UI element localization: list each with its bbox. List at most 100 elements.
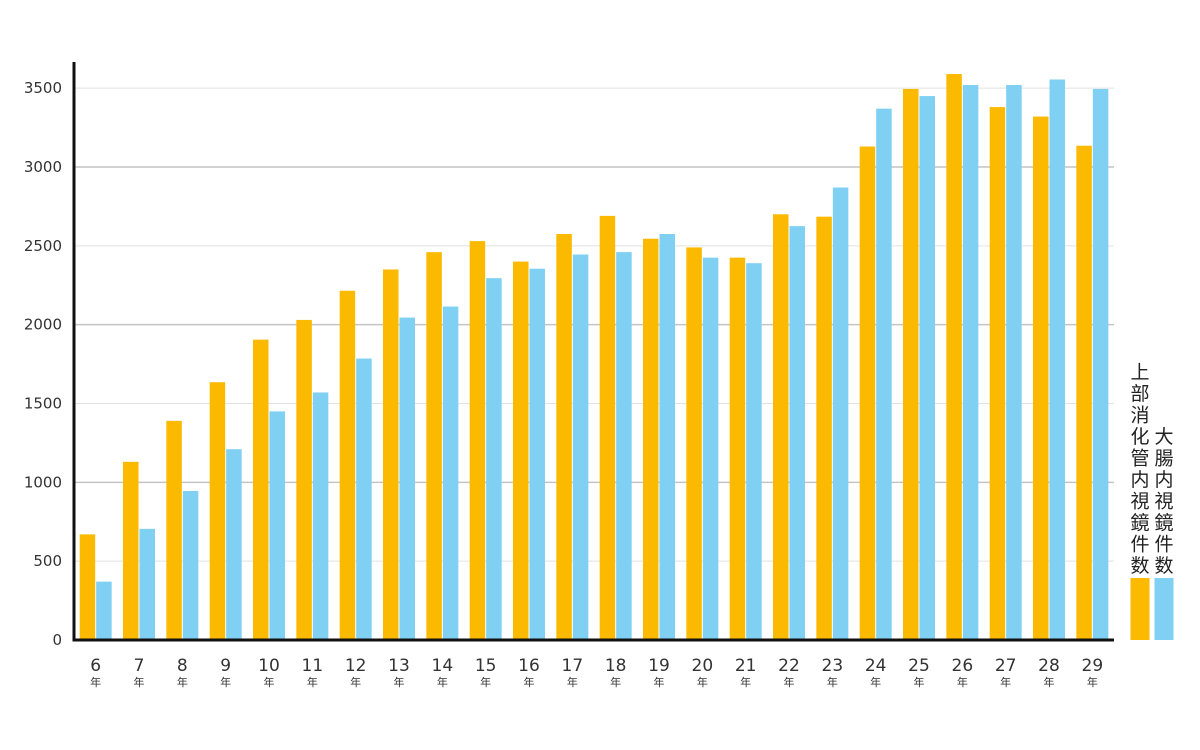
x-tick-label: 13 [388, 656, 410, 676]
x-tick-label: 14 [432, 656, 454, 676]
bar-colon-7 [139, 528, 155, 640]
x-tick-label: 8 [177, 656, 188, 676]
x-tick-label: 17 [562, 656, 584, 676]
legend-swatch [1130, 578, 1150, 640]
x-tick-label: 22 [778, 656, 800, 676]
bar-colon-22 [789, 226, 805, 640]
x-tick-suffix: 年 [1000, 675, 1011, 689]
legend-item-colon: 大腸内視鏡件数 [1154, 426, 1174, 640]
bar-upper-gi-20 [686, 247, 702, 640]
x-tick-suffix: 年 [827, 675, 838, 689]
x-tick-label: 15 [475, 656, 497, 676]
x-tick-label: 9 [220, 656, 231, 676]
bar-upper-gi-11 [296, 319, 312, 640]
bar-colon-9 [226, 449, 242, 640]
bar-upper-gi-15 [469, 241, 486, 640]
x-tick-label: 27 [995, 656, 1017, 676]
x-tick-suffix: 年 [610, 675, 621, 689]
bar-colon-10 [269, 411, 285, 640]
x-tick-suffix: 年 [784, 675, 795, 689]
y-tick-label: 500 [33, 552, 62, 570]
y-tick-label: 2000 [24, 316, 62, 334]
x-tick-label: 7 [134, 656, 145, 676]
y-tick-label: 3500 [24, 79, 62, 97]
bar-upper-gi-17 [556, 234, 572, 640]
x-tick-label: 26 [952, 656, 974, 676]
bar-colon-13 [399, 317, 415, 640]
x-tick-suffix: 年 [914, 675, 925, 689]
y-tick-label: 3000 [24, 158, 62, 176]
legend-label: 大腸内視鏡件数 [1154, 426, 1173, 577]
x-tick-label: 11 [302, 656, 324, 676]
x-tick-suffix: 年 [1044, 675, 1055, 689]
bar-upper-gi-6 [79, 534, 96, 640]
bar-colon-23 [832, 187, 849, 640]
bar-upper-gi-28 [1033, 116, 1049, 640]
legend-item-upper-gi: 上部消化管内視鏡件数 [1130, 362, 1150, 640]
bar-upper-gi-23 [816, 216, 832, 641]
bar-colon-16 [529, 268, 545, 640]
x-tick-suffix: 年 [697, 675, 708, 689]
bar-upper-gi-13 [383, 269, 399, 640]
bar-colon-18 [616, 252, 632, 640]
x-tick-label: 6 [90, 656, 101, 676]
x-tick-suffix: 年 [307, 675, 318, 689]
x-tick-suffix: 年 [220, 675, 231, 689]
bar-upper-gi-29 [1076, 145, 1092, 640]
x-tick-label: 16 [518, 656, 540, 676]
y-tick-label: 2500 [24, 237, 62, 255]
bar-colon-15 [486, 278, 502, 640]
bar-upper-gi-21 [729, 257, 746, 640]
bars [79, 73, 1109, 641]
x-tick-label: 10 [258, 656, 280, 676]
x-tick-suffix: 年 [957, 675, 968, 689]
y-tick-label: 1500 [24, 395, 62, 413]
grid-lines [74, 87, 1114, 562]
bar-colon-25 [919, 96, 935, 641]
bar-upper-gi-9 [209, 382, 226, 640]
bar-upper-gi-25 [903, 88, 919, 640]
y-axis-ticks: 0 500 1000 1500 2000 2500 3000 3500 [24, 79, 62, 649]
bar-colon-27 [1006, 85, 1022, 641]
bar-upper-gi-8 [166, 420, 182, 640]
x-tick-label: 12 [345, 656, 367, 676]
bar-colon-29 [1092, 88, 1109, 640]
y-tick-label: 0 [52, 631, 62, 649]
bar-colon-19 [659, 234, 675, 640]
bar-colon-20 [702, 257, 719, 640]
x-tick-label: 28 [1038, 656, 1060, 676]
x-tick-label: 29 [1082, 656, 1104, 676]
x-tick-suffix: 年 [1087, 675, 1098, 689]
bar-upper-gi-7 [123, 461, 139, 640]
x-axis-ticks: 6年7年8年9年10年11年12年13年14年15年16年17年18年19年20… [90, 656, 1103, 689]
x-tick-suffix: 年 [740, 675, 751, 689]
x-tick-suffix: 年 [134, 675, 145, 689]
x-tick-suffix: 年 [264, 675, 275, 689]
bar-upper-gi-24 [859, 146, 876, 640]
bar-colon-11 [312, 392, 329, 640]
bar-colon-6 [96, 581, 112, 640]
x-tick-label: 21 [735, 656, 757, 676]
bar-upper-gi-18 [599, 215, 616, 641]
bar-colon-28 [1049, 79, 1065, 641]
bar-colon-14 [442, 306, 459, 640]
bar-colon-24 [876, 108, 892, 640]
x-tick-suffix: 年 [177, 675, 188, 689]
x-tick-suffix: 年 [90, 675, 101, 689]
bar-colon-12 [356, 358, 372, 640]
x-tick-suffix: 年 [394, 675, 405, 689]
x-tick-suffix: 年 [480, 675, 491, 689]
y-tick-label: 1000 [24, 473, 62, 491]
x-tick-label: 19 [648, 656, 670, 676]
bar-upper-gi-22 [773, 214, 789, 641]
legend-label: 上部消化管内視鏡件数 [1130, 362, 1149, 578]
bar-upper-gi-26 [946, 73, 962, 640]
x-tick-suffix: 年 [437, 675, 448, 689]
bar-upper-gi-12 [339, 290, 356, 640]
x-tick-label: 20 [692, 656, 714, 676]
bar-upper-gi-27 [989, 107, 1006, 640]
bar-upper-gi-16 [513, 261, 529, 640]
bar-colon-26 [962, 85, 979, 641]
